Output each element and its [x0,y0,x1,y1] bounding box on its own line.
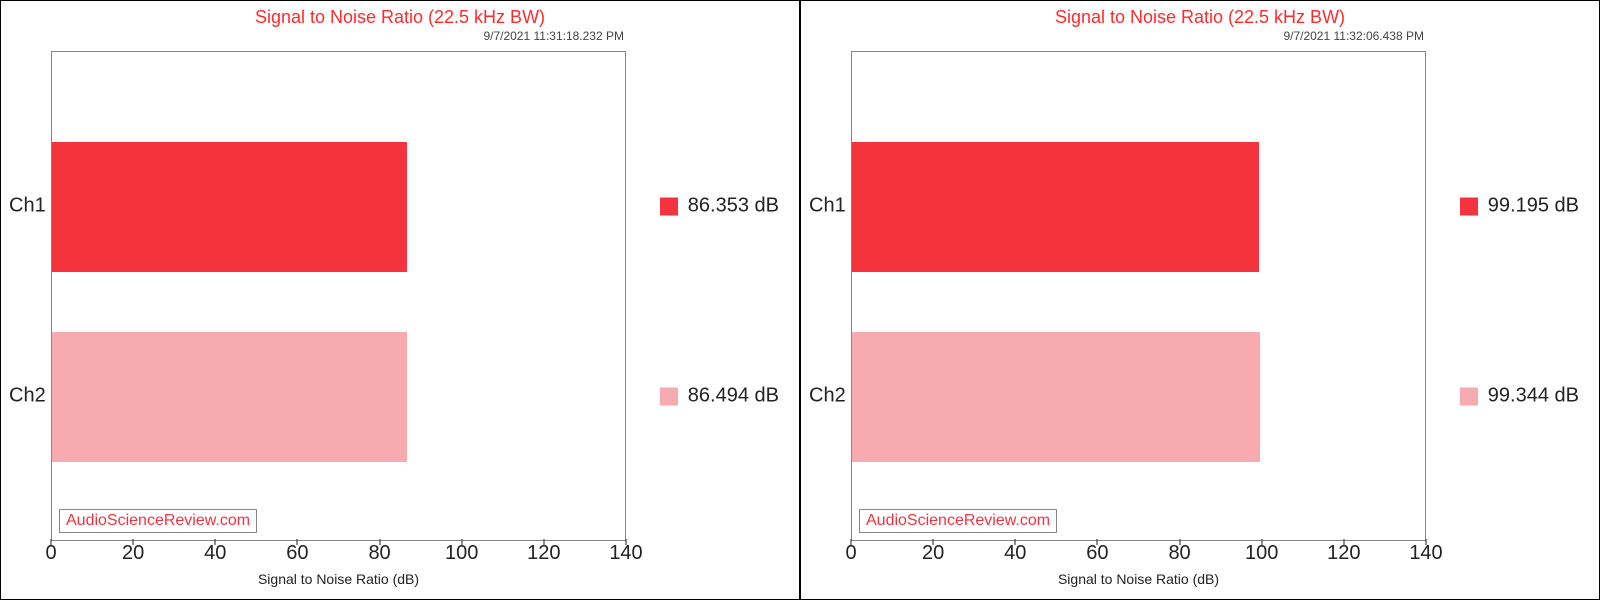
timestamp: 9/7/2021 11:31:18.232 PM [483,29,624,43]
x-tick: 60 [286,542,308,565]
x-tick: 40 [204,542,226,565]
chart-title: Signal to Noise Ratio (22.5 kHz BW) [801,1,1599,28]
bar-ch1 [52,142,407,272]
value-ch2: 99.344 dB [1488,385,1579,408]
swatch-ch2 [660,387,678,405]
ylabel-ch2: Ch2 [809,385,846,408]
x-tick: 80 [1168,542,1190,565]
x-tick: 120 [1327,542,1360,565]
value-ch2: 86.494 dB [688,385,779,408]
chart-title: Signal to Noise Ratio (22.5 kHz BW) [1,1,799,28]
x-tick: 0 [845,542,856,565]
ylabel-ch2: Ch2 [9,385,46,408]
right-panel: Signal to Noise Ratio (22.5 kHz BW) 9/7/… [800,0,1600,600]
x-tick: 20 [922,542,944,565]
swatch-ch2 [1460,387,1478,405]
x-tick: 40 [1004,542,1026,565]
x-axis-label: Signal to Noise Ratio (dB) [801,571,1426,587]
x-tick: 120 [527,542,560,565]
bar-ch2 [852,332,1260,462]
bar-ch1 [852,142,1259,272]
legend-ch2: 86.494 dB [660,385,779,408]
x-tick: 140 [609,542,642,565]
value-ch1: 99.195 dB [1488,195,1579,218]
x-axis-label: Signal to Noise Ratio (dB) [1,571,626,587]
legend-ch1: 99.195 dB [1460,195,1579,218]
watermark: AudioScienceReview.com [59,509,257,533]
x-tick: 100 [1245,542,1278,565]
swatch-ch1 [660,197,678,215]
x-tick: 100 [445,542,478,565]
x-tick: 60 [1086,542,1108,565]
swatch-ch1 [1460,197,1478,215]
bar-ch2 [52,332,407,462]
ylabel-ch1: Ch1 [9,195,46,218]
x-tick: 80 [368,542,390,565]
plot-area [51,51,626,541]
watermark: AudioScienceReview.com [859,509,1057,533]
left-panel: Signal to Noise Ratio (22.5 kHz BW) 9/7/… [0,0,800,600]
legend-ch2: 99.344 dB [1460,385,1579,408]
plot-area [851,51,1426,541]
x-tick: 140 [1409,542,1442,565]
x-tick: 20 [122,542,144,565]
x-tick: 0 [45,542,56,565]
timestamp: 9/7/2021 11:32:06.438 PM [1283,29,1424,43]
legend-ch1: 86.353 dB [660,195,779,218]
ylabel-ch1: Ch1 [809,195,846,218]
value-ch1: 86.353 dB [688,195,779,218]
